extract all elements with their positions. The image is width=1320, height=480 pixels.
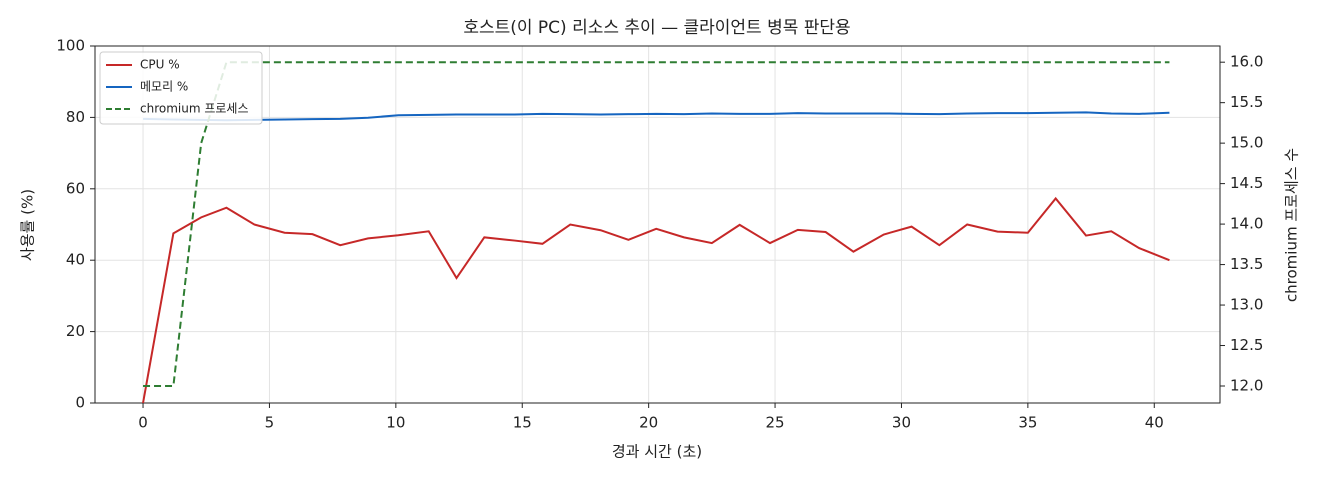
y2-tick-label: 15.5	[1230, 93, 1263, 111]
x-tick-label: 35	[1018, 414, 1037, 432]
y-tick-label: 20	[66, 322, 85, 340]
y-tick-label: 80	[66, 108, 85, 126]
y2-tick-label: 12.5	[1230, 336, 1263, 354]
series-line	[143, 111, 1170, 122]
series-line	[143, 61, 1170, 387]
y-tick-label: 0	[75, 394, 85, 412]
series-line	[142, 196, 1170, 404]
plot-frame	[94, 45, 1221, 404]
y2-tick-label: 13.0	[1230, 296, 1263, 314]
x-tick-label: 5	[265, 414, 275, 432]
y2-tick-label: 16.0	[1230, 53, 1263, 71]
x-tick-label: 25	[766, 414, 785, 432]
x-tick-label: 20	[639, 414, 658, 432]
y2-tick-label: 14.5	[1230, 174, 1263, 192]
legend-box	[99, 51, 263, 125]
y-tick-label: 100	[56, 37, 85, 55]
chart-title: 호스트(이 PC) 리소스 추이 — 클라이언트 병목 판단용	[463, 18, 850, 38]
x-tick-label: 40	[1145, 414, 1164, 432]
x-tick-label: 10	[386, 414, 405, 432]
y2-tick-label: 13.5	[1230, 255, 1263, 273]
y2-tick-label: 14.0	[1230, 215, 1263, 233]
y2-tick-label: 12.0	[1230, 377, 1263, 395]
y2-axis-label: chromium 프로세스 수	[1283, 148, 1301, 302]
x-tick-label: 0	[138, 414, 148, 432]
x-tick-label: 15	[513, 414, 532, 432]
legend-label: 메모리 %	[140, 80, 188, 94]
y-axis-label: 사용률 (%)	[19, 189, 37, 261]
legend-label: CPU %	[140, 58, 180, 72]
legend-label: chromium 프로세스	[140, 102, 249, 116]
y-tick-label: 40	[66, 251, 85, 269]
x-axis-label: 경과 시간 (초)	[612, 443, 702, 461]
x-tick-label: 30	[892, 414, 911, 432]
y2-tick-label: 15.0	[1230, 134, 1263, 152]
y-tick-label: 60	[66, 179, 85, 197]
